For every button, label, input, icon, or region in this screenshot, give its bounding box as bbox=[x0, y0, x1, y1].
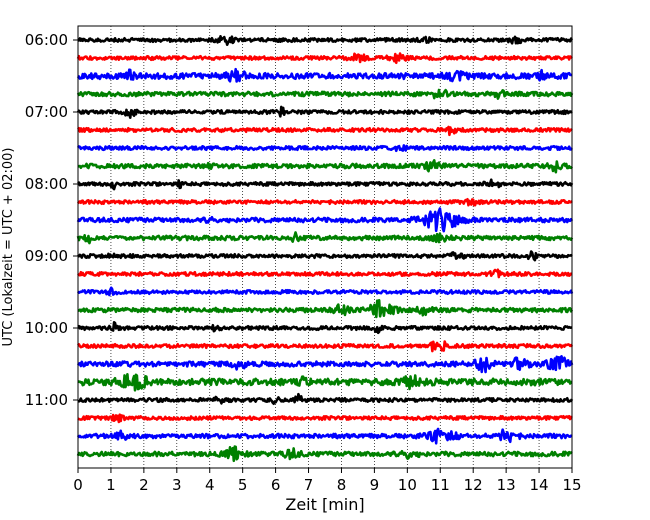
trace-0800 bbox=[77, 178, 574, 191]
y-tick-label-1: 07:00 bbox=[25, 103, 68, 121]
y-tick-label-3: 09:00 bbox=[25, 247, 68, 265]
y-tick-label-5: 11:00 bbox=[25, 391, 68, 409]
trace-1015 bbox=[77, 340, 574, 353]
x-axis-label: Zeit [min] bbox=[285, 495, 364, 514]
trace-0930 bbox=[76, 286, 574, 297]
trace-1030 bbox=[76, 355, 574, 374]
x-tick-label-5: 5 bbox=[238, 476, 248, 494]
trace-1100 bbox=[77, 392, 574, 406]
y-axis-label: UTC (Lokalzeit = UTC + 02:00) bbox=[1, 148, 16, 347]
x-tick-label-9: 9 bbox=[370, 476, 380, 494]
x-tick-label-11: 11 bbox=[431, 476, 450, 494]
x-tick-label-4: 4 bbox=[205, 476, 215, 494]
x-tick-label-2: 2 bbox=[139, 476, 149, 494]
x-axis: 0 1 2 3 4 5 6 7 8 9 10 11 12 13 14 15 bbox=[73, 468, 582, 494]
traces bbox=[76, 35, 574, 463]
trace-0915 bbox=[77, 268, 573, 279]
trace-0645 bbox=[76, 88, 574, 100]
x-tick-label-15: 15 bbox=[562, 476, 581, 494]
trace-0615 bbox=[76, 52, 573, 65]
trace-0830 bbox=[76, 207, 574, 233]
trace-0845 bbox=[76, 231, 574, 245]
trace-1045 bbox=[77, 373, 573, 392]
y-tick-label-4: 10:00 bbox=[25, 319, 68, 337]
trace-1130 bbox=[76, 427, 573, 445]
y-axis: 06:00 07:00 08:00 09:00 10:00 11:00 bbox=[25, 31, 78, 409]
trace-0700 bbox=[76, 105, 573, 119]
x-tick-label-1: 1 bbox=[106, 476, 116, 494]
trace-0600 bbox=[77, 35, 574, 46]
trace-0815 bbox=[76, 197, 573, 207]
trace-0715 bbox=[77, 125, 573, 137]
x-tick-label-10: 10 bbox=[398, 476, 417, 494]
trace-0945 bbox=[77, 298, 574, 319]
trace-1000 bbox=[77, 320, 573, 335]
x-tick-label-7: 7 bbox=[304, 476, 314, 494]
x-tick-label-6: 6 bbox=[271, 476, 281, 494]
trace-0900 bbox=[76, 250, 573, 262]
trace-1115 bbox=[77, 413, 573, 424]
y-tick-label-2: 08:00 bbox=[25, 175, 68, 193]
trace-0745 bbox=[77, 159, 574, 174]
x-tick-label-0: 0 bbox=[73, 476, 83, 494]
x-tick-label-12: 12 bbox=[464, 476, 483, 494]
x-tick-label-3: 3 bbox=[172, 476, 182, 494]
x-tick-label-14: 14 bbox=[530, 476, 549, 494]
x-tick-label-13: 13 bbox=[497, 476, 516, 494]
trace-0630 bbox=[76, 67, 573, 83]
y-tick-label-0: 06:00 bbox=[25, 31, 68, 49]
x-tick-label-8: 8 bbox=[337, 476, 347, 494]
trace-1145 bbox=[76, 445, 573, 463]
trace-0730 bbox=[76, 144, 574, 153]
plot-frame bbox=[77, 25, 573, 469]
